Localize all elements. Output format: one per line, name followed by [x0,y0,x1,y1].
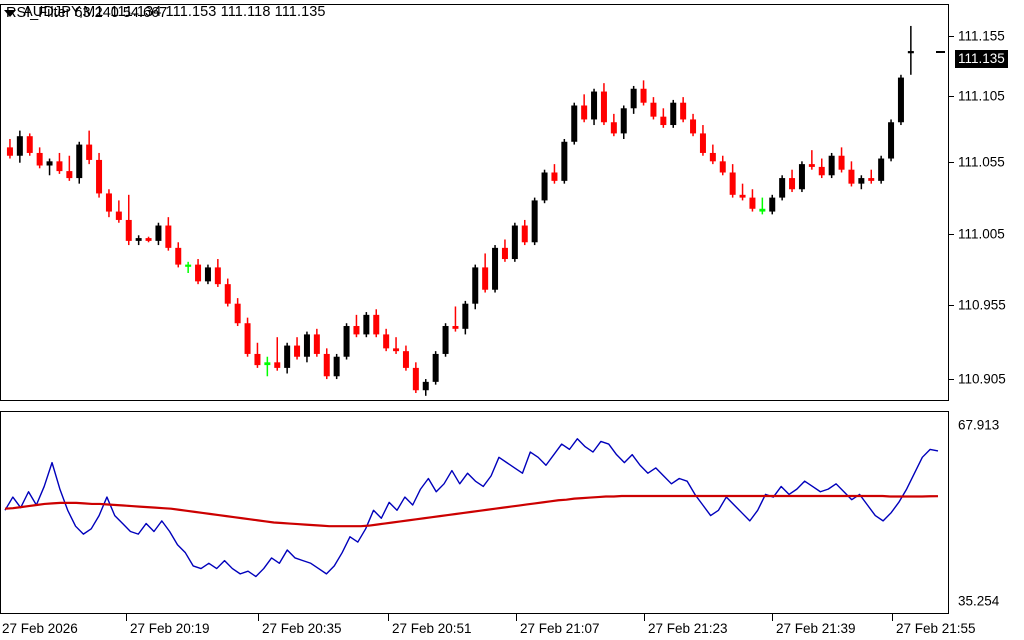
indicator-scale-label: 35.254 [958,593,1000,609]
indicator-scale[interactable]: 67.913 35.254 [949,411,1024,614]
time-axis-tick [388,614,389,621]
ohlc-values-label: 111.134 111.153 111.118 111.135 [110,4,326,20]
price-scale-tick [949,96,954,97]
time-axis-tick [892,614,893,621]
rsi-filter-series [1,412,948,613]
price-scale-tick [949,305,954,306]
time-axis-tick [516,614,517,621]
price-panel-header: AUDJPY,M1 111.134 111.153 111.118 111.13… [4,4,326,21]
candlestick-series [6,25,914,396]
time-axis-label: 27 Feb 21:55 [896,621,976,636]
indicator-panel-header: RSI_Filter 63.240 54.667 [6,5,168,21]
price-scale-label: 111.155 [958,28,1005,44]
price-scale-tick [949,234,954,235]
time-axis-tick [644,614,645,621]
indicator-scale-label: 67.913 [958,417,1000,433]
price-scale-tick [949,36,954,37]
price-plot-area[interactable] [1,5,948,400]
time-axis-tick [126,614,127,621]
time-axis-label: 27 Feb 20:51 [392,621,472,636]
time-axis[interactable]: 27 Feb 2026 27 Feb 20:19 27 Feb 20:35 27 Fe… [0,614,976,640]
time-axis-label: 27 Feb 21:23 [648,621,728,636]
price-scale-label: 110.905 [958,371,1006,387]
price-scale-label: 111.055 [958,154,1005,170]
chevron-down-icon[interactable] [4,9,16,17]
current-price-marker [936,51,945,54]
time-axis-label: 27 Feb 21:07 [520,621,600,636]
price-scale-label: 111.105 [958,88,1005,104]
time-axis-label: 27 Feb 20:35 [262,621,342,636]
price-scale[interactable]: 111.155 111.135 111.105 111.055 111.005 110.9… [949,4,1024,401]
indicator-panel[interactable] [0,411,949,614]
time-axis-label: 27 Feb 20:19 [130,621,210,636]
indicator-plot-area[interactable] [1,412,948,613]
symbol-timeframe-label: AUDJPY,M1 [23,4,104,20]
time-axis-label: 27 Feb 21:39 [776,621,856,636]
current-price-label: 111.135 [955,50,1008,68]
time-axis-tick [258,614,259,621]
price-chart-panel[interactable] [0,4,949,401]
price-scale-label: 110.955 [958,297,1006,313]
price-scale-tick [949,379,954,380]
price-scale-tick [949,162,954,163]
time-axis-label: 27 Feb 2026 [2,621,78,636]
price-scale-label: 111.005 [958,226,1005,242]
time-axis-tick [772,614,773,621]
